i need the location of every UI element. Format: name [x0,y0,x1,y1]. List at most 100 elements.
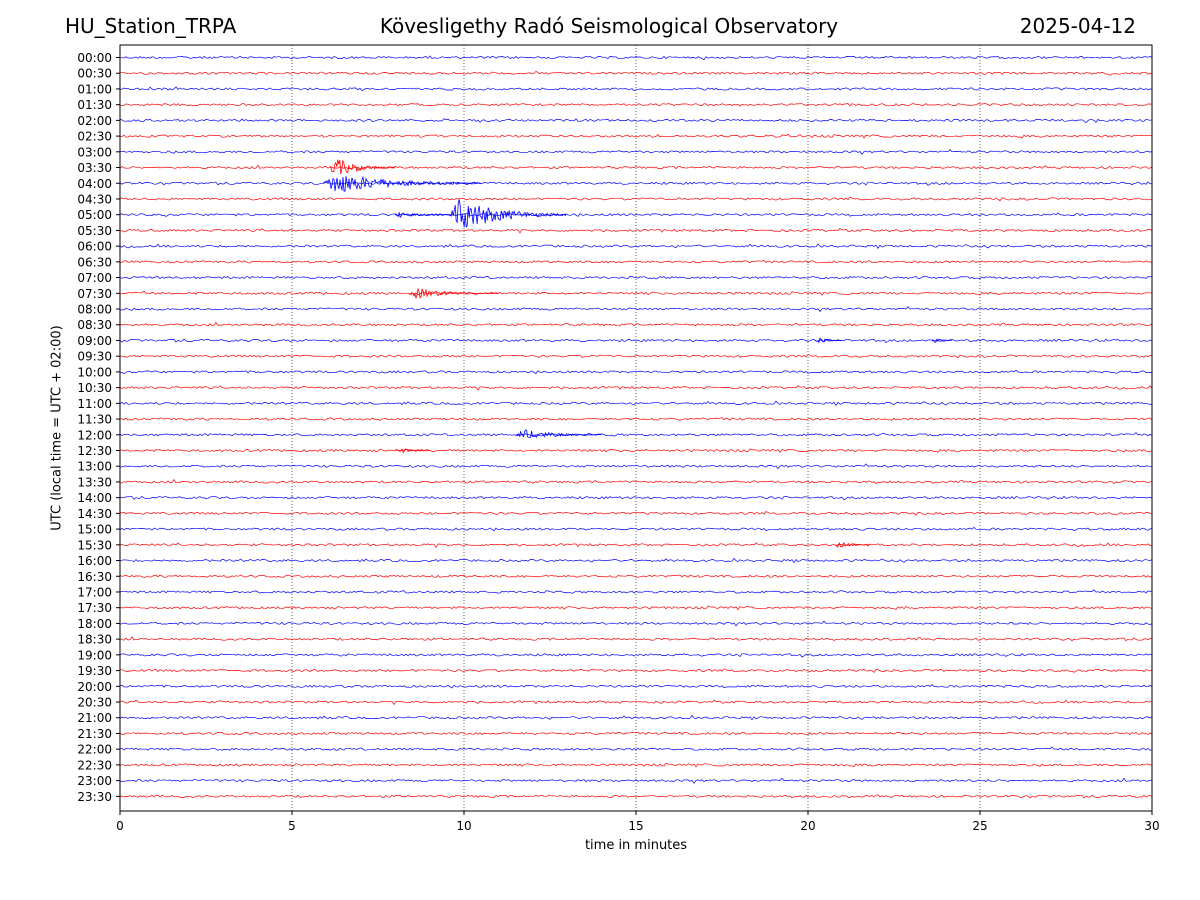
event-09:00 [814,337,843,344]
y-tick-label: 03:30 [77,161,112,175]
y-tick-label: 22:00 [77,743,112,757]
trace-05:00 [119,212,1153,217]
y-tick-label: 10:00 [77,365,112,379]
trace-07:30 [119,290,1153,296]
trace-13:30 [119,478,1153,485]
y-tick-label: 12:00 [77,428,112,442]
y-tick-label: 17:30 [77,601,112,615]
trace-23:30 [119,794,1153,799]
trace-12:30 [119,448,1153,453]
trace-group [119,55,1153,799]
x-tick-label: 5 [288,819,296,833]
trace-23:00 [119,777,1153,784]
trace-19:00 [119,652,1153,658]
x-tick-label: 0 [116,819,124,833]
y-tick-label: 23:30 [77,790,112,804]
trace-05:30 [119,228,1153,234]
trace-14:00 [119,495,1153,501]
event-12:00 [515,429,602,439]
event-group [322,159,952,548]
chart-title: Kövesligethy Radó Seismological Observat… [379,14,839,38]
trace-08:30 [119,321,1153,327]
trace-20:00 [119,684,1153,689]
event-05:00 [394,212,451,218]
y-tick-label: 05:30 [77,224,112,238]
trace-02:30 [119,133,1153,139]
y-tick-label: 21:00 [77,711,112,725]
event-05:00 [449,199,567,228]
y-tick-label: 18:30 [77,633,112,647]
y-tick-label: 08:30 [77,318,112,332]
y-tick-label: 07:00 [77,271,112,285]
trace-18:00 [119,620,1153,627]
y-tick-label: 19:30 [77,664,112,678]
trace-15:00 [119,526,1153,532]
y-tick-label: 05:00 [77,208,112,222]
y-tick-label: 21:30 [77,727,112,741]
y-tick-label: 09:00 [77,334,112,348]
y-tick-label: 10:30 [77,381,112,395]
event-09:00 [931,338,952,343]
trace-04:30 [119,196,1153,202]
event-04:00 [322,175,482,192]
y-tick-label: 14:30 [77,507,112,521]
x-axis-label: time in minutes [584,838,688,853]
x-tick-label: 10 [456,819,471,833]
trace-16:00 [119,557,1153,564]
y-tick-label: 00:30 [77,67,112,81]
y-tick-label: 00:00 [77,51,112,65]
y-tick-label: 09:30 [77,350,112,364]
trace-20:30 [119,699,1152,706]
y-tick-label: 04:00 [77,177,112,191]
y-tick-label: 14:00 [77,491,112,505]
trace-16:30 [119,574,1153,579]
trace-02:00 [119,118,1153,124]
trace-18:30 [119,636,1153,642]
trace-08:00 [119,306,1153,313]
y-tick-label: 06:30 [77,255,112,269]
x-tick-label: 25 [972,819,987,833]
trace-00:30 [119,70,1153,76]
chart-date: 2025-04-12 [1019,14,1136,38]
y-tick-label: 08:00 [77,303,112,317]
plot-frame [119,44,1153,812]
trace-06:30 [119,260,1153,264]
y-tick-label: 01:00 [77,82,112,96]
trace-01:00 [119,86,1152,92]
trace-22:00 [119,746,1153,751]
y-tick-label: 15:00 [77,523,112,537]
y-tick-label: 20:00 [77,680,112,694]
y-tick-label: 20:30 [77,696,112,710]
event-03:30 [329,159,396,175]
grid-lines [291,45,981,811]
y-tick-label: 02:30 [77,130,112,144]
trace-00:00 [119,55,1153,61]
trace-11:00 [119,400,1153,407]
y-tick-label: 04:30 [77,192,112,206]
y-tick-label: 19:00 [77,648,112,662]
trace-19:30 [119,668,1153,673]
trace-06:00 [119,243,1153,249]
y-tick-label: 06:00 [77,240,112,254]
y-tick-label: 13:30 [77,475,112,489]
y-tick-label: 23:00 [77,774,112,788]
trace-01:30 [119,103,1153,107]
y-axis-label: UTC (local time = UTC + 02:00) [49,325,65,531]
y-tick-label: 11:30 [77,413,112,427]
trace-14:30 [119,511,1153,516]
x-ticks: 0 5 10 15 20 25 30 [116,811,1160,833]
trace-10:00 [119,369,1153,375]
event-12:30 [395,448,430,454]
x-tick-label: 30 [1144,819,1159,833]
y-tick-label: 12:30 [77,444,112,458]
trace-13:00 [119,463,1153,470]
y-tick-label: 07:30 [77,287,112,301]
trace-09:30 [119,353,1153,359]
y-tick-label: 16:30 [77,570,112,584]
x-tick-label: 15 [628,819,643,833]
y-tick-label: 11:00 [77,397,112,411]
y-tick-label: 03:00 [77,145,112,159]
station-name: HU_Station_TRPA [65,14,237,38]
